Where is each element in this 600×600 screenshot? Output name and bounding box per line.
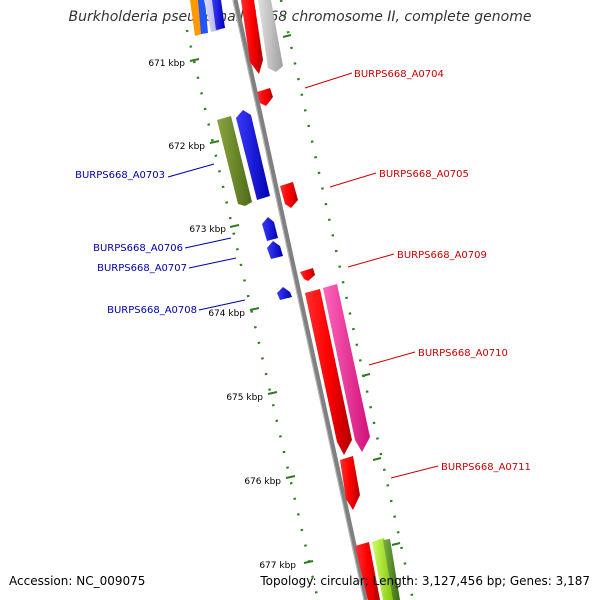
ruler-tick-675: 675 kbp — [226, 391, 278, 403]
gene-bottom-lime — [372, 538, 395, 600]
gene-a0703 — [236, 110, 270, 200]
tick-label-676: 676 kbp — [244, 477, 281, 487]
ruler-tick-677: 677 kbp — [259, 560, 314, 571]
tick-label-674: 674 kbp — [208, 309, 245, 319]
genome-summary-text: Topology: circular; Length: 3,127,456 bp… — [260, 574, 590, 588]
gene-a0706 — [262, 217, 278, 241]
label-a0705-text[interactable]: BURPS668_A0705 — [379, 169, 469, 180]
label-a0710[interactable]: BURPS668_A0710 — [368, 348, 508, 366]
label-a0710-text[interactable]: BURPS668_A0710 — [418, 348, 508, 359]
gene-forward-top-red — [241, 0, 263, 74]
gene-a0710-pink — [323, 284, 370, 452]
gene-a0707 — [267, 241, 283, 259]
label-a0709[interactable]: BURPS668_A0709 — [347, 250, 487, 268]
gene-a0708 — [277, 287, 292, 300]
label-a0703-text[interactable]: BURPS668_A0703 — [75, 170, 165, 181]
label-a0704-text[interactable]: BURPS668_A0704 — [354, 69, 444, 80]
gene-a0709 — [300, 268, 315, 281]
tick-label-672: 672 kbp — [168, 142, 205, 152]
label-a0707[interactable]: BURPS668_A0707 — [97, 257, 237, 274]
ruler-tick-673: 673 kbp — [189, 224, 240, 235]
tick-label-675: 675 kbp — [226, 393, 263, 403]
ruler-tick-672: 672 kbp — [168, 140, 220, 152]
gene-bottom-green — [383, 539, 400, 600]
gene-a0711 — [340, 456, 360, 510]
gene-top-blue — [212, 0, 225, 30]
tick-label-673: 673 kbp — [189, 225, 226, 235]
gene-top-blue-small — [198, 0, 208, 34]
gene-a0703-olive — [217, 116, 252, 206]
label-a0706[interactable]: BURPS668_A0706 — [93, 237, 232, 254]
tick-label-671: 671 kbp — [148, 59, 185, 69]
label-a0707-text[interactable]: BURPS668_A0707 — [97, 263, 187, 274]
gene-forward-top-grey — [258, 0, 283, 72]
label-a0706-text[interactable]: BURPS668_A0706 — [93, 243, 183, 254]
label-a0705[interactable]: BURPS668_A0705 — [329, 169, 469, 188]
gene-bottom-red — [355, 542, 380, 600]
label-a0704[interactable]: BURPS668_A0704 — [304, 69, 444, 89]
label-a0708[interactable]: BURPS668_A0708 — [107, 299, 246, 316]
map-title: Burkholderia pseudomallei 668 chromosome… — [68, 9, 532, 25]
tick-label-677: 677 kbp — [259, 561, 296, 571]
ruler-minor-ticks-right — [282, 34, 401, 546]
label-a0703[interactable]: BURPS668_A0703 — [75, 163, 215, 181]
accession-text: Accession: NC_009075 — [9, 574, 146, 588]
genome-backbone-highlight — [232, 0, 365, 600]
label-a0711-text[interactable]: BURPS668_A0711 — [441, 462, 531, 473]
ruler-tick-676: 676 kbp — [244, 475, 296, 487]
gene-a0705 — [280, 182, 298, 208]
label-a0711[interactable]: BURPS668_A0711 — [390, 462, 531, 479]
label-a0708-text[interactable]: BURPS668_A0708 — [107, 305, 197, 316]
gene-a0710 — [305, 289, 352, 455]
gene-a0704 — [257, 88, 273, 106]
genome-backbone — [232, 0, 369, 600]
ruler-tick-671: 671 kbp — [148, 58, 200, 69]
ruler-tick-674: 674 kbp — [208, 307, 260, 319]
label-a0709-text[interactable]: BURPS668_A0709 — [397, 250, 487, 261]
ruler-track-left — [185, 29, 320, 600]
